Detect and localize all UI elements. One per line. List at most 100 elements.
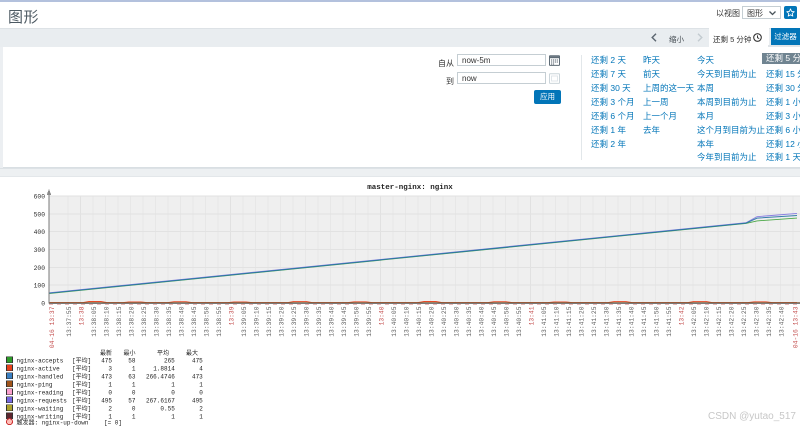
svg-text:[平均]: [平均] — [72, 413, 91, 421]
svg-text:266.4746: 266.4746 — [146, 374, 175, 381]
svg-text:63: 63 — [128, 374, 136, 381]
svg-text:13:38:55: 13:38:55 — [216, 306, 223, 336]
svg-text:1: 1 — [199, 382, 203, 389]
svg-text:最大: 最大 — [186, 349, 198, 357]
svg-text:13:40:05: 13:40:05 — [391, 306, 398, 336]
svg-text:1.8814: 1.8814 — [153, 366, 175, 373]
svg-text:[平均]: [平均] — [72, 405, 91, 413]
svg-text:4: 4 — [199, 366, 203, 373]
svg-text:13:41:05: 13:41:05 — [541, 306, 548, 336]
svg-text:04-16 13:43: 04-16 13:43 — [793, 306, 800, 348]
svg-text:473: 473 — [101, 374, 112, 381]
svg-text:500: 500 — [34, 211, 46, 218]
svg-text:[平均]: [平均] — [72, 397, 91, 405]
svg-text:13:38: 13:38 — [78, 306, 85, 325]
svg-text:13:40:15: 13:40:15 — [416, 306, 423, 336]
svg-text:最新: 最新 — [100, 349, 112, 357]
svg-text:13:39:25: 13:39:25 — [291, 306, 298, 336]
svg-text:13:38:40: 13:38:40 — [178, 306, 185, 336]
svg-text:13:38:25: 13:38:25 — [141, 306, 148, 336]
svg-text:13:40:25: 13:40:25 — [441, 306, 448, 336]
svg-text:300: 300 — [34, 247, 46, 254]
svg-text:13:42: 13:42 — [678, 306, 685, 325]
svg-text:13:38:45: 13:38:45 — [191, 306, 198, 336]
svg-text:13:42:35: 13:42:35 — [766, 306, 773, 336]
svg-text:13:40:45: 13:40:45 — [491, 306, 498, 336]
svg-text:1: 1 — [132, 366, 136, 373]
svg-text:58: 58 — [128, 358, 136, 365]
svg-text:2: 2 — [199, 406, 203, 413]
svg-text:0: 0 — [171, 390, 175, 397]
svg-text:13:39:45: 13:39:45 — [341, 306, 348, 336]
svg-text:13:42:15: 13:42:15 — [716, 306, 723, 336]
svg-text:13:41:45: 13:41:45 — [641, 306, 648, 336]
svg-text:473: 473 — [192, 374, 203, 381]
svg-text:nginx-handled: nginx-handled — [17, 374, 64, 381]
svg-text:13:40:55: 13:40:55 — [516, 306, 523, 336]
svg-text:13:41:40: 13:41:40 — [628, 306, 635, 336]
svg-text:nginx-requests: nginx-requests — [17, 398, 68, 405]
svg-text:13:41:50: 13:41:50 — [653, 306, 660, 336]
svg-text:0: 0 — [132, 406, 136, 413]
svg-text:nginx-waiting: nginx-waiting — [17, 406, 64, 413]
svg-text:13:40:40: 13:40:40 — [478, 306, 485, 336]
svg-text:[平均]: [平均] — [72, 357, 91, 365]
svg-text:1: 1 — [171, 414, 175, 421]
svg-text:0: 0 — [132, 390, 136, 397]
svg-text:13:38:05: 13:38:05 — [91, 306, 98, 336]
svg-text:nginx-active: nginx-active — [17, 366, 61, 373]
svg-text:13:41:55: 13:41:55 — [666, 306, 673, 336]
svg-text:0.55: 0.55 — [160, 406, 175, 413]
svg-text:265: 265 — [164, 358, 175, 365]
svg-text:1: 1 — [171, 382, 175, 389]
svg-text:13:42:25: 13:42:25 — [741, 306, 748, 336]
svg-text:13:38:35: 13:38:35 — [166, 306, 173, 336]
svg-text:100: 100 — [34, 283, 46, 290]
svg-text:[平均]: [平均] — [72, 389, 91, 397]
svg-text:13:39:50: 13:39:50 — [353, 306, 360, 336]
svg-text:13:40:10: 13:40:10 — [403, 306, 410, 336]
svg-text:400: 400 — [34, 229, 46, 236]
svg-text:0: 0 — [108, 390, 112, 397]
svg-text:[平均]: [平均] — [72, 373, 91, 381]
svg-text:最小: 最小 — [123, 349, 135, 357]
svg-text:13:41:15: 13:41:15 — [566, 306, 573, 336]
svg-text:nginx-writing: nginx-writing — [17, 414, 64, 421]
svg-text:13:40: 13:40 — [378, 306, 385, 325]
svg-text:3: 3 — [108, 366, 112, 373]
svg-text:触发器: nginx-up-down: 触发器: nginx-up-down — [17, 418, 89, 426]
svg-text:475: 475 — [192, 358, 203, 365]
svg-text:13:41:35: 13:41:35 — [616, 306, 623, 336]
svg-text:13:40:35: 13:40:35 — [466, 306, 473, 336]
svg-text:0: 0 — [41, 301, 45, 308]
svg-text:13:42:20: 13:42:20 — [728, 306, 735, 336]
svg-text:13:39:10: 13:39:10 — [253, 306, 260, 336]
svg-text:13:42:40: 13:42:40 — [778, 306, 785, 336]
svg-text:[平均]: [平均] — [72, 365, 91, 373]
svg-text:13:39:05: 13:39:05 — [241, 306, 248, 336]
svg-text:1: 1 — [108, 414, 112, 421]
svg-text:13:40:30: 13:40:30 — [453, 306, 460, 336]
svg-text:13:42:05: 13:42:05 — [691, 306, 698, 336]
svg-text:13:42:10: 13:42:10 — [703, 306, 710, 336]
svg-text:1: 1 — [108, 382, 112, 389]
svg-text:13:41:30: 13:41:30 — [603, 306, 610, 336]
svg-text:04-16 13:37: 04-16 13:37 — [49, 306, 56, 348]
svg-text:2: 2 — [108, 406, 112, 413]
svg-text:平均: 平均 — [157, 349, 169, 357]
svg-text:1: 1 — [132, 382, 136, 389]
svg-text:13:38:10: 13:38:10 — [103, 306, 110, 336]
svg-text:13:38:15: 13:38:15 — [116, 306, 123, 336]
svg-text:13:39:40: 13:39:40 — [328, 306, 335, 336]
svg-text:nginx-reading: nginx-reading — [17, 390, 64, 397]
svg-text:13:38:20: 13:38:20 — [128, 306, 135, 336]
svg-text:nginx-ping: nginx-ping — [17, 382, 53, 389]
svg-text:1: 1 — [132, 414, 136, 421]
svg-text:267.6167: 267.6167 — [146, 398, 175, 405]
svg-text:13:37:55: 13:37:55 — [66, 306, 73, 336]
svg-text:13:41:25: 13:41:25 — [591, 306, 598, 336]
svg-text:13:39: 13:39 — [228, 306, 235, 325]
svg-text:1: 1 — [199, 414, 203, 421]
svg-text:nginx-accepts: nginx-accepts — [17, 358, 64, 365]
svg-text:200: 200 — [34, 265, 46, 272]
